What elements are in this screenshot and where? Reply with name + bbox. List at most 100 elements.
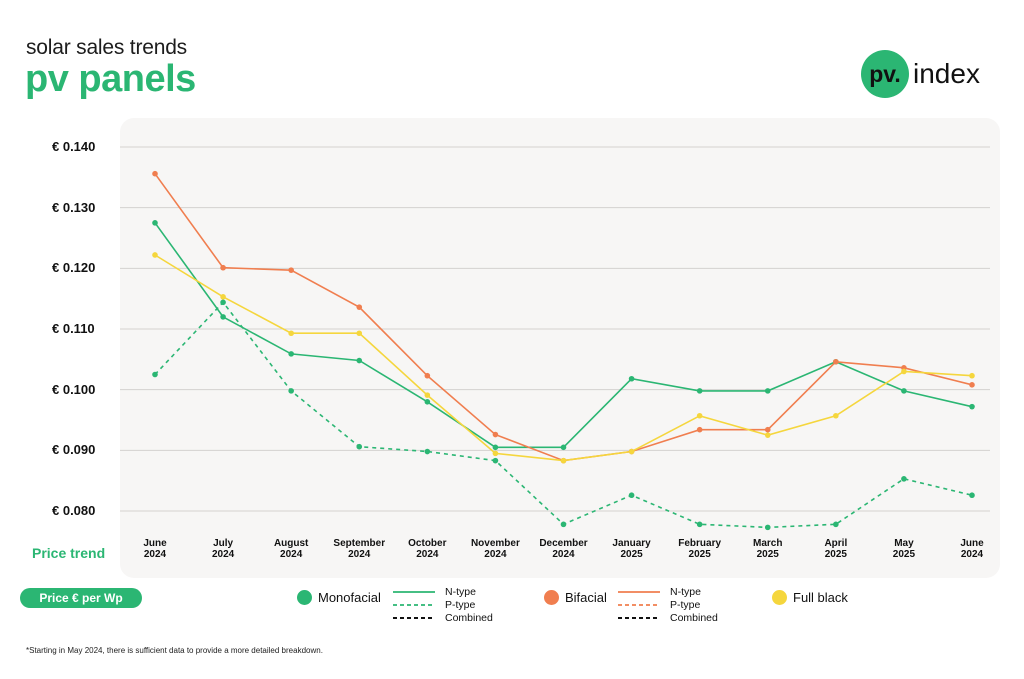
data-point bbox=[492, 457, 499, 464]
legend-dot-bifacial bbox=[544, 590, 559, 605]
data-point bbox=[696, 521, 703, 528]
price-trend-label: Price trend bbox=[32, 545, 106, 561]
y-tick-label: € 0.140 bbox=[52, 139, 96, 154]
y-tick-label: € 0.080 bbox=[52, 503, 96, 518]
data-point bbox=[969, 382, 975, 388]
legend-row-ptype: P-type bbox=[393, 598, 493, 611]
data-point bbox=[969, 372, 975, 379]
data-point bbox=[424, 448, 431, 455]
legend-types-bifacial: N-type P-type Combined bbox=[618, 585, 718, 624]
gridlines bbox=[120, 146, 990, 512]
legend-dot-monofacial bbox=[297, 590, 312, 605]
y-tick-label: € 0.110 bbox=[52, 321, 95, 336]
data-point bbox=[969, 403, 975, 410]
y-tick-label: € 0.130 bbox=[52, 199, 96, 215]
data-point bbox=[764, 388, 771, 394]
legend-label-combined: Combined bbox=[445, 611, 493, 624]
logo-text: index bbox=[913, 58, 980, 89]
legend-row-combined: Combined bbox=[618, 611, 718, 624]
data-point bbox=[424, 399, 431, 405]
x-tick-label: October 2024 bbox=[408, 538, 446, 560]
data-point bbox=[492, 450, 499, 457]
x-tick-label: April 2025 bbox=[824, 538, 847, 560]
series-points bbox=[152, 170, 975, 531]
data-point bbox=[356, 357, 363, 364]
y-tick-label: € 0.100 bbox=[52, 381, 96, 397]
legend-types-monofacial: N-type P-type Combined bbox=[393, 585, 493, 624]
x-tick-label: December 2024 bbox=[539, 538, 587, 560]
data-point bbox=[901, 388, 907, 394]
data-point bbox=[560, 457, 567, 464]
legend-label-ntype: N-type bbox=[670, 585, 701, 598]
series-line bbox=[154, 254, 973, 462]
legend-label-bifacial: Bifacial bbox=[565, 590, 607, 605]
legend-bifacial: Bifacial bbox=[544, 590, 607, 605]
x-tick-label: November 2024 bbox=[471, 538, 520, 560]
legend-dot-full-black bbox=[772, 590, 787, 605]
x-tick-label: May 2025 bbox=[893, 538, 916, 560]
series-line bbox=[154, 222, 973, 449]
data-point bbox=[560, 521, 567, 528]
data-point bbox=[152, 170, 158, 177]
series-line bbox=[154, 301, 973, 529]
unit-pill: Price € per Wp bbox=[20, 588, 142, 608]
data-point bbox=[696, 426, 703, 433]
x-tick-label: July 2024 bbox=[212, 538, 235, 560]
data-point bbox=[696, 412, 703, 419]
data-point bbox=[288, 351, 294, 357]
legend-label-ptype: P-type bbox=[445, 598, 476, 611]
data-point bbox=[492, 431, 499, 438]
data-point bbox=[628, 448, 635, 455]
x-tick-label: January 2025 bbox=[612, 538, 651, 560]
legend-label-monofacial: Monofacial bbox=[318, 590, 381, 605]
series-line bbox=[154, 173, 973, 462]
data-point bbox=[833, 358, 839, 365]
data-point bbox=[152, 252, 158, 258]
data-point bbox=[288, 267, 294, 273]
data-point bbox=[628, 492, 635, 499]
x-tick-label: September 2024 bbox=[333, 538, 385, 560]
data-point bbox=[288, 330, 294, 337]
chart-title: pv panels bbox=[25, 58, 196, 100]
data-point bbox=[833, 412, 839, 419]
data-point bbox=[696, 388, 703, 394]
data-point bbox=[764, 426, 771, 433]
legend-label-ptype: P-type bbox=[670, 598, 701, 611]
data-point bbox=[833, 521, 839, 528]
legend-label-ntype: N-type bbox=[445, 585, 476, 598]
legend-row-combined: Combined bbox=[393, 611, 493, 624]
data-point bbox=[356, 330, 363, 337]
data-point bbox=[492, 444, 499, 451]
footnote: *Starting in May 2024, there is sufficie… bbox=[26, 646, 323, 655]
data-point bbox=[764, 432, 771, 438]
data-point bbox=[152, 220, 158, 226]
data-point bbox=[628, 375, 635, 382]
legend-label-combined: Combined bbox=[670, 611, 718, 624]
data-point bbox=[288, 388, 294, 394]
y-tick-label: € 0.120 bbox=[52, 260, 96, 276]
data-point bbox=[356, 304, 363, 310]
x-tick-label: August 2024 bbox=[274, 538, 309, 560]
data-point bbox=[901, 368, 907, 375]
x-tick-label: June 2024 bbox=[960, 538, 984, 560]
chart-subtitle: solar sales trends bbox=[26, 36, 187, 59]
x-tick-label: February 2025 bbox=[678, 538, 721, 560]
legend-row-ntype: N-type bbox=[618, 585, 718, 598]
data-point bbox=[220, 264, 226, 271]
data-point bbox=[220, 314, 226, 320]
data-point bbox=[356, 443, 363, 450]
x-tick-label: June 2024 bbox=[143, 538, 167, 560]
data-point bbox=[220, 294, 226, 300]
y-tick-label: € 0.090 bbox=[52, 442, 96, 458]
data-point bbox=[764, 524, 771, 531]
legend-monofacial: Monofacial bbox=[297, 590, 381, 605]
x-tick-label: March 2025 bbox=[753, 538, 782, 560]
legend-full-black: Full black bbox=[772, 590, 848, 605]
pv-index-logo: pv. index bbox=[861, 50, 980, 98]
data-point bbox=[152, 371, 158, 378]
data-point bbox=[220, 299, 226, 306]
series-lines bbox=[154, 173, 973, 529]
data-point bbox=[560, 444, 567, 451]
legend-row-ntype: N-type bbox=[393, 585, 493, 598]
